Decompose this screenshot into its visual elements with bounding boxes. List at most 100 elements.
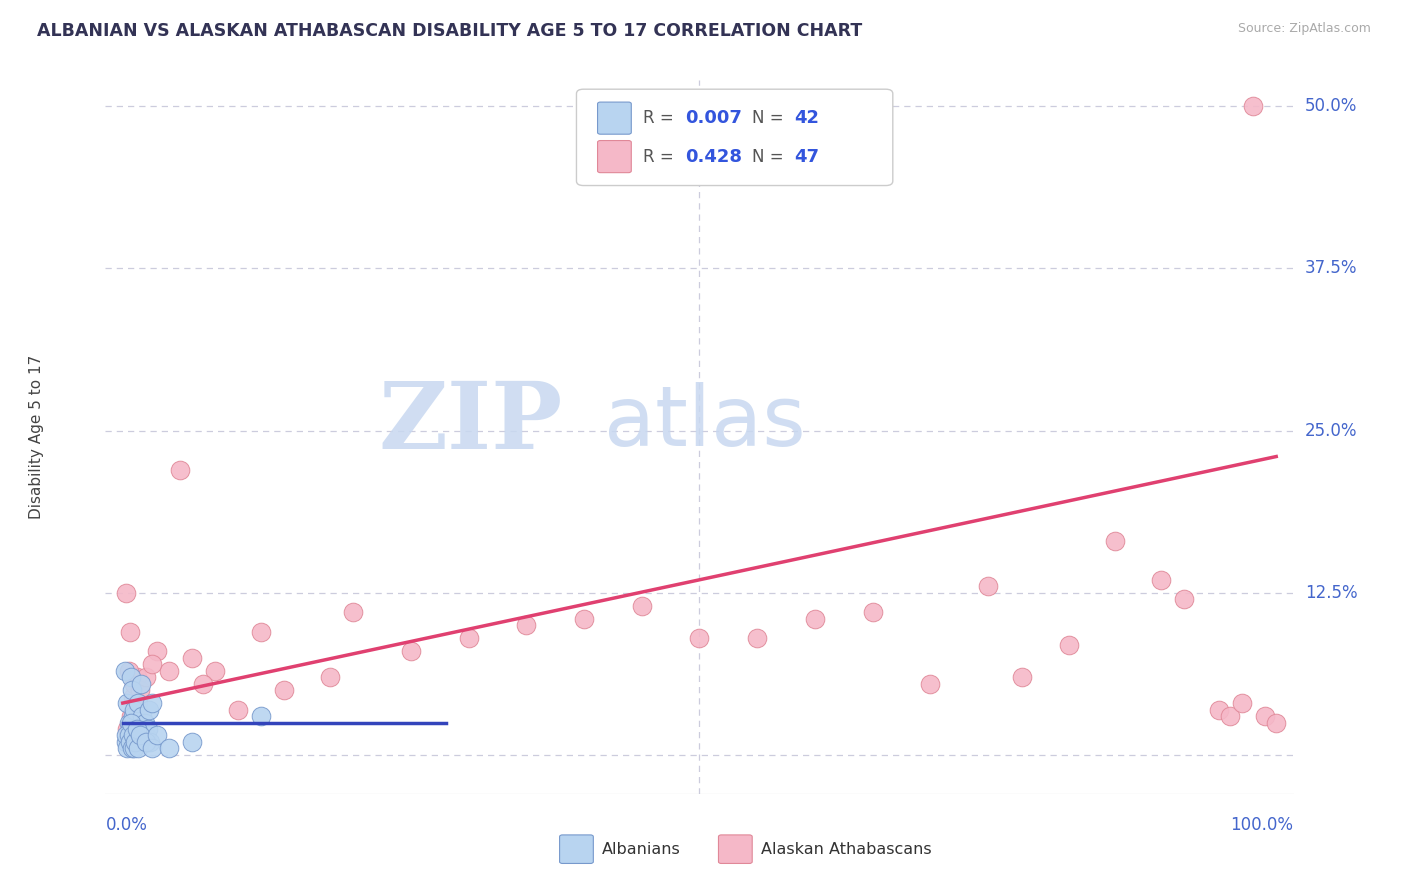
Point bbox=[457, 631, 479, 645]
Point bbox=[114, 664, 136, 678]
Point bbox=[125, 670, 148, 684]
Text: Disability Age 5 to 17: Disability Age 5 to 17 bbox=[30, 355, 44, 519]
Point bbox=[862, 605, 884, 619]
Point bbox=[127, 702, 149, 716]
Point bbox=[138, 702, 160, 716]
Text: 37.5%: 37.5% bbox=[1305, 260, 1358, 277]
Point bbox=[115, 729, 138, 743]
Text: R =: R = bbox=[643, 109, 679, 128]
Point bbox=[122, 709, 145, 723]
Text: Source: ZipAtlas.com: Source: ZipAtlas.com bbox=[1237, 22, 1371, 36]
Point bbox=[181, 650, 204, 665]
Point bbox=[124, 715, 146, 730]
Point bbox=[250, 709, 273, 723]
Text: 12.5%: 12.5% bbox=[1305, 583, 1358, 602]
Point bbox=[124, 702, 146, 716]
Text: R =: R = bbox=[643, 147, 679, 166]
Point bbox=[115, 586, 138, 600]
Point bbox=[804, 612, 827, 626]
Point bbox=[193, 676, 215, 690]
Text: atlas: atlas bbox=[605, 383, 806, 463]
Text: N =: N = bbox=[752, 109, 789, 128]
Point bbox=[689, 631, 711, 645]
Point bbox=[319, 670, 342, 684]
Point bbox=[141, 741, 163, 756]
Point bbox=[1208, 702, 1230, 716]
Text: 0.428: 0.428 bbox=[685, 147, 742, 166]
Text: ZIP: ZIP bbox=[378, 378, 562, 467]
Point bbox=[128, 722, 150, 736]
Point bbox=[118, 624, 141, 639]
Text: 50.0%: 50.0% bbox=[1305, 97, 1357, 115]
Point bbox=[273, 683, 295, 698]
Point bbox=[118, 722, 141, 736]
Point bbox=[1173, 592, 1195, 607]
Point bbox=[141, 657, 163, 672]
Point bbox=[136, 722, 159, 736]
Point bbox=[1104, 533, 1126, 548]
Point bbox=[129, 683, 152, 698]
Text: ALBANIAN VS ALASKAN ATHABASCAN DISABILITY AGE 5 TO 17 CORRELATION CHART: ALBANIAN VS ALASKAN ATHABASCAN DISABILIT… bbox=[37, 22, 862, 40]
Point bbox=[146, 729, 169, 743]
Point bbox=[132, 722, 155, 736]
Point bbox=[146, 644, 169, 658]
Point bbox=[127, 741, 149, 756]
Point bbox=[747, 631, 769, 645]
Point bbox=[120, 715, 142, 730]
Text: 0.007: 0.007 bbox=[685, 109, 741, 128]
Point bbox=[920, 676, 942, 690]
Point bbox=[1057, 638, 1080, 652]
Point bbox=[977, 579, 1000, 593]
Point bbox=[121, 683, 143, 698]
Point bbox=[134, 715, 156, 730]
Point bbox=[117, 741, 139, 756]
Point bbox=[118, 735, 141, 749]
Point bbox=[1219, 709, 1241, 723]
Point bbox=[399, 644, 422, 658]
Point bbox=[1150, 573, 1173, 587]
Point bbox=[117, 729, 139, 743]
Point bbox=[129, 735, 152, 749]
Point bbox=[1253, 709, 1275, 723]
Point bbox=[572, 612, 595, 626]
Point bbox=[135, 729, 157, 743]
Point bbox=[125, 735, 148, 749]
Point bbox=[122, 690, 145, 704]
Text: 100.0%: 100.0% bbox=[1230, 816, 1294, 834]
Text: Albanians: Albanians bbox=[602, 842, 681, 856]
Text: 47: 47 bbox=[794, 147, 820, 166]
Point bbox=[120, 670, 142, 684]
Point bbox=[139, 735, 162, 749]
Point bbox=[1230, 696, 1253, 710]
Point bbox=[169, 462, 191, 476]
Point bbox=[129, 729, 152, 743]
Point bbox=[515, 618, 537, 632]
Point bbox=[124, 722, 146, 736]
Point bbox=[117, 664, 139, 678]
Point bbox=[250, 624, 273, 639]
Point bbox=[125, 722, 148, 736]
Point bbox=[131, 709, 153, 723]
Point bbox=[117, 715, 139, 730]
Point bbox=[120, 709, 142, 723]
Point bbox=[1241, 99, 1264, 113]
Point bbox=[117, 696, 139, 710]
Point bbox=[204, 664, 226, 678]
Point bbox=[157, 741, 180, 756]
Text: N =: N = bbox=[752, 147, 789, 166]
Text: Alaskan Athabascans: Alaskan Athabascans bbox=[761, 842, 931, 856]
Point bbox=[127, 696, 149, 710]
Point bbox=[135, 670, 157, 684]
Point bbox=[121, 715, 143, 730]
Point bbox=[342, 605, 364, 619]
Text: 25.0%: 25.0% bbox=[1305, 422, 1358, 440]
Point bbox=[122, 729, 145, 743]
Point bbox=[124, 735, 146, 749]
Point bbox=[1265, 715, 1288, 730]
Point bbox=[181, 735, 204, 749]
Point bbox=[141, 696, 163, 710]
Point bbox=[124, 676, 146, 690]
Point bbox=[630, 599, 652, 613]
Point bbox=[1011, 670, 1033, 684]
Point bbox=[226, 702, 249, 716]
